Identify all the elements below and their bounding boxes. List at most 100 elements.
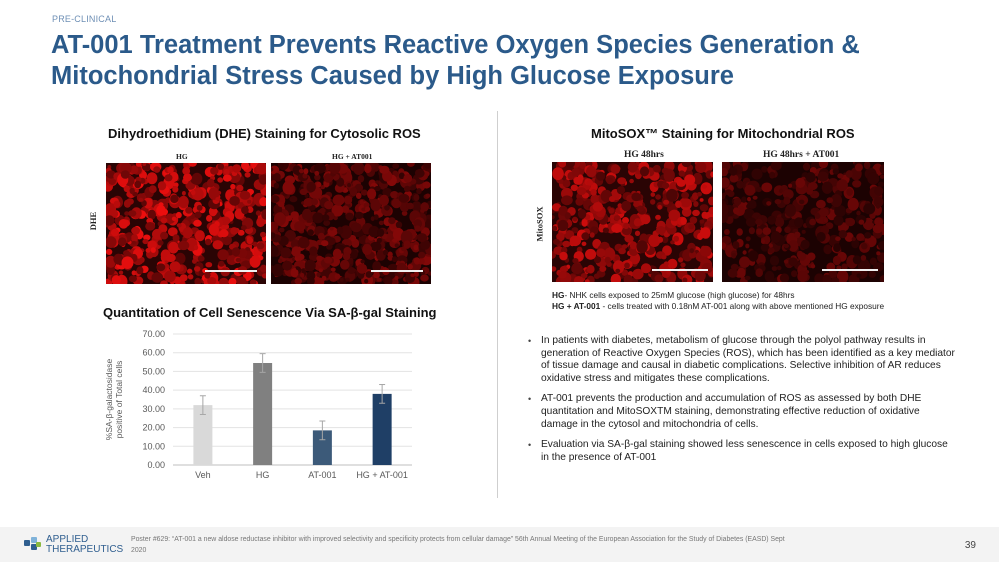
- cell: [624, 262, 630, 269]
- cell: [681, 162, 692, 168]
- cell: [368, 225, 380, 238]
- cell: [868, 270, 876, 278]
- cell: [271, 195, 280, 203]
- cell: [167, 166, 174, 174]
- cell: [879, 164, 884, 175]
- cell: [741, 196, 747, 203]
- cell: [722, 203, 729, 217]
- cell: [636, 240, 648, 254]
- cell: [776, 265, 782, 271]
- cell: [427, 271, 431, 276]
- cell: [282, 181, 295, 195]
- cell: [236, 184, 244, 192]
- cell: [817, 171, 829, 182]
- cell: [693, 201, 699, 207]
- cell: [121, 256, 134, 269]
- cell: [138, 197, 144, 202]
- cell: [113, 253, 124, 265]
- cell: [205, 238, 212, 246]
- cell: [146, 172, 158, 185]
- cell: [727, 268, 738, 278]
- cell: [362, 244, 373, 255]
- cell: [415, 168, 425, 178]
- cell: [399, 201, 410, 212]
- cell: [678, 170, 685, 177]
- cell: [306, 181, 316, 193]
- cell: [260, 231, 266, 238]
- cell: [390, 191, 399, 199]
- mitosox-hg-at001-micrograph: [722, 162, 884, 282]
- cell: [558, 271, 567, 279]
- cell: [764, 270, 775, 282]
- scale-bar: [652, 269, 708, 271]
- cell: [680, 217, 687, 225]
- cell: [727, 190, 735, 197]
- cell: [771, 266, 778, 271]
- cell: [170, 194, 179, 204]
- legend-hg: HG- NHK cells exposed to 25mM glucose (h…: [552, 290, 795, 300]
- cell: [877, 241, 884, 250]
- cell: [167, 227, 178, 237]
- cell: [413, 194, 420, 201]
- cell: [188, 163, 197, 167]
- cell: [744, 184, 756, 196]
- cell: [584, 279, 590, 282]
- citation-footnote: Poster #629: “AT-001 a new aldose reduct…: [131, 536, 785, 554]
- cell: [838, 230, 848, 239]
- cell: [177, 240, 190, 251]
- cell: [164, 174, 173, 182]
- cell: [217, 249, 229, 261]
- cell: [823, 217, 828, 223]
- cell: [666, 188, 678, 202]
- cell: [689, 248, 694, 254]
- cell: [575, 197, 584, 206]
- dhe-label-hg-at001: HG + AT001: [332, 152, 373, 161]
- cell: [576, 187, 587, 196]
- cell: [700, 182, 713, 195]
- cell: [655, 214, 661, 220]
- cell: [316, 182, 322, 188]
- cell: [196, 204, 203, 211]
- cell: [300, 272, 305, 278]
- cell: [413, 244, 419, 251]
- cell: [298, 168, 304, 174]
- cell: [788, 257, 798, 267]
- cell: [863, 162, 871, 170]
- cell: [769, 255, 780, 266]
- cell: [260, 264, 266, 273]
- cell: [856, 273, 862, 278]
- cell: [722, 235, 731, 245]
- scale-bar: [822, 269, 878, 271]
- cell: [353, 163, 365, 175]
- cell: [395, 221, 403, 229]
- cell: [621, 227, 632, 236]
- cell: [783, 196, 791, 205]
- applied-therapeutics-logo: APPLIED THERAPEUTICS: [24, 535, 123, 555]
- legend-at-key: HG + AT-001: [552, 301, 601, 311]
- cell: [661, 254, 667, 260]
- cell: [396, 262, 407, 275]
- cell: [301, 208, 312, 221]
- cell: [799, 199, 805, 205]
- cell: [818, 162, 829, 169]
- cell: [252, 241, 258, 247]
- cell: [784, 226, 791, 234]
- cell: [761, 239, 765, 244]
- cell: [123, 185, 130, 193]
- cell: [879, 174, 884, 179]
- cell: [622, 217, 629, 224]
- cell: [394, 243, 399, 248]
- cell: [304, 259, 316, 272]
- cell: [273, 182, 280, 189]
- cell: [256, 217, 265, 228]
- cell: [136, 279, 141, 284]
- cell: [314, 163, 326, 174]
- cell: [700, 227, 711, 239]
- cell: [312, 277, 325, 284]
- cell: [148, 185, 157, 194]
- cell: [373, 214, 379, 220]
- mitosox-row-label: MitoSOX: [534, 206, 545, 242]
- cell: [194, 266, 201, 272]
- cell: [767, 215, 776, 225]
- cell: [783, 259, 789, 264]
